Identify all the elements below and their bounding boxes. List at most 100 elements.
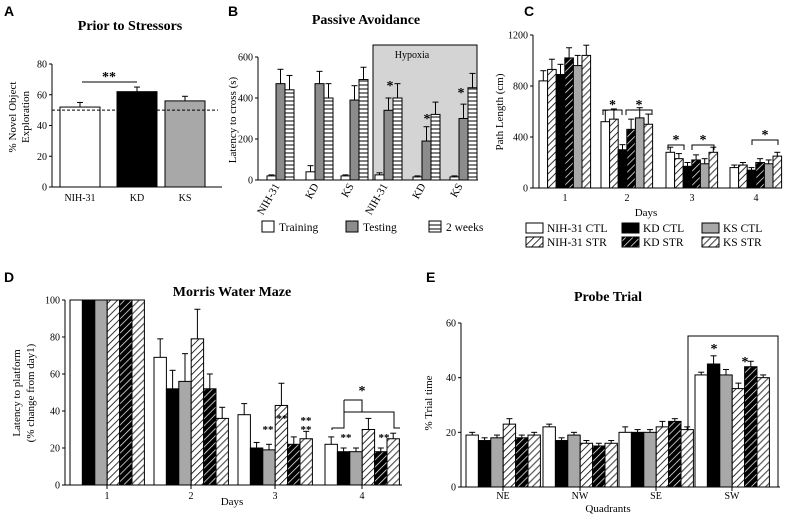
chart-c-bar-2-kd-str <box>626 128 636 189</box>
chart-d-y-tick-label-5: 100 <box>45 296 60 307</box>
chart-b-bar-5-testing <box>458 118 469 181</box>
chart-d-xlabel-2: 3 <box>273 491 278 502</box>
chart-e-bar-NE-nih-31-ctl <box>465 434 479 488</box>
chart-c-bar-4-ks-str <box>772 155 783 189</box>
chart-d-xlabel: Days <box>221 496 244 508</box>
chart-d-bar-2-ks-str <box>215 417 229 486</box>
chart-e-bar-SE-kd-str <box>668 420 682 488</box>
legend-b-swatch-0 <box>261 220 275 233</box>
chart-e-bar-SW-ks-str <box>756 377 770 488</box>
chart-d-sig-4: ** <box>379 432 391 444</box>
chart-b-sig-1: * <box>424 112 431 127</box>
hypoxia-label: Hypoxia <box>395 50 430 61</box>
chart-d-ylabel-2: (% change from day1) <box>25 343 37 442</box>
chart-d-bar-4-ks-ctl <box>349 451 363 486</box>
chart-a-y-tick-label-1: 20 <box>37 152 47 163</box>
chart-c-bar-1-kd-str <box>564 57 574 189</box>
chart-e-bar-SE-kd-ctl <box>630 431 645 488</box>
chart-e-y-tick-label-1: 20 <box>446 428 456 439</box>
chart-d-bar-3-kd-str <box>287 443 301 486</box>
legend-c-swatch-2 <box>701 222 720 234</box>
legend-c-swatch-3 <box>525 236 544 248</box>
chart-e-xlabel-2: SE <box>650 491 662 502</box>
chart-b-xlabel-0: NIH-31 <box>255 182 283 218</box>
chart-d-bar-1-nih-31-ctl <box>69 299 83 486</box>
chart-c-bar-4-kd-ctl <box>746 169 757 189</box>
chart-e-bar-NW-nih-31-str <box>579 442 594 488</box>
legend-c-label-5: KS STR <box>723 237 762 249</box>
chart-d-bracket-top <box>344 399 363 412</box>
chart-c-bar-3-kd-ctl <box>682 165 693 189</box>
chart-d-y-tick-label-1: 20 <box>50 444 60 455</box>
chart-d-xlabel-1: 2 <box>189 491 194 502</box>
chart-e-bar-SE-ks-ctl <box>643 431 657 488</box>
chart-a-xlabel-1: KD <box>130 193 144 204</box>
chart-b-bar-0-2-weeks <box>284 89 295 181</box>
chart-c-bar-1-nih-31-str <box>547 68 557 189</box>
chart-c-bar-1-ks-str <box>581 54 592 189</box>
chart-d-bar-4-ks-str <box>386 438 400 486</box>
chart-a-bar-nih-31 <box>59 106 101 188</box>
chart-c-xlabel-1: 2 <box>625 193 630 204</box>
chart-d-bar-1-ks-str <box>131 299 145 486</box>
chart-d-bar-4-kd-str <box>374 451 388 486</box>
chart-b-sig-2: * <box>458 86 465 101</box>
chart-e-bar-SW-kd-str <box>744 366 758 488</box>
legend-b-label-0: Training <box>279 222 318 234</box>
chart-e-sig-1: * <box>742 355 749 370</box>
chart-e-bar-NE-kd-str <box>515 437 529 488</box>
chart-d-y-tick-label-0: 0 <box>55 481 60 492</box>
chart-c-bar-3-kd-str <box>691 159 701 189</box>
chart-b-bar-1-testing <box>314 83 325 181</box>
chart-d-sig-6: * <box>359 384 366 399</box>
chart-d-bracket <box>331 411 400 430</box>
chart-d-sig-3: ** <box>341 432 353 444</box>
chart-d-xlabel-3: 4 <box>360 491 365 502</box>
legend-c-swatch-1 <box>621 222 640 234</box>
chart-e-bar-SW-nih-31-str <box>731 388 746 488</box>
chart-e-title: Probe Trial <box>574 290 642 305</box>
chart-d-y-tick-label-2: 40 <box>50 407 60 418</box>
chart-e-bar-SE-nih-31-ctl <box>618 431 632 488</box>
legend-c-label-1: KD CTL <box>643 223 684 235</box>
chart-b-bar-5-training <box>449 176 460 181</box>
chart-c-bracket-3 <box>691 144 715 150</box>
panel-letter-e: E <box>426 269 435 285</box>
legend-b-swatch-2 <box>428 220 442 233</box>
chart-d-bar-1-kd-str <box>119 299 133 486</box>
chart-e-ylabel: % Trial time <box>423 375 435 430</box>
chart-a-bar-ks <box>164 100 206 188</box>
chart-d-title: Morris Water Maze <box>173 285 291 300</box>
chart-a-xlabel-2: KS <box>179 193 192 204</box>
chart-c-bar-4-nih-31-ctl <box>729 167 740 189</box>
chart-c-bar-2-ks-ctl <box>634 117 645 189</box>
chart-e-sig-0: * <box>711 342 718 357</box>
chart-c-ylabel: Path Length (cm) <box>494 73 506 150</box>
chart-d-bar-4-nih-31-str <box>361 429 376 486</box>
chart-a-y-tick-label-0: 0 <box>42 183 47 194</box>
chart-e-bar-NW-ks-ctl <box>567 434 581 488</box>
chart-b-bar-1-training <box>305 171 316 181</box>
legend-b-swatch-1 <box>345 220 359 233</box>
chart-b-xlabel-1: KD <box>303 181 321 201</box>
chart-c-sig-4: * <box>762 128 769 143</box>
chart-c-bar-4-kd-str <box>755 162 765 189</box>
chart-d-bar-2-kd-ctl <box>165 388 180 486</box>
chart-c-bracket-1 <box>625 109 653 115</box>
chart-d-y-tick-label-3: 60 <box>50 370 60 381</box>
chart-c-bar-1-kd-ctl <box>555 74 566 189</box>
chart-c-bar-3-nih-31-ctl <box>665 151 676 189</box>
chart-b-bar-2-2-weeks <box>358 79 369 181</box>
legend-c-swatch-0 <box>525 222 544 234</box>
chart-d-bar-2-kd-str <box>203 388 217 486</box>
chart-b-xlabel-2: KS <box>339 182 356 200</box>
chart-e-bar-NW-kd-str <box>592 445 606 488</box>
chart-c-bar-1-ks-ctl <box>572 65 583 189</box>
chart-d-bar-1-kd-ctl <box>81 299 96 486</box>
chart-a-ylabel-1: % Novel Object <box>7 82 19 153</box>
chart-e-bar-SW-ks-ctl <box>719 374 733 488</box>
chart-c-bracket-2 <box>667 144 685 150</box>
chart-c-bar-2-nih-31-ctl <box>600 121 611 189</box>
panel-letter-d: D <box>4 269 14 285</box>
